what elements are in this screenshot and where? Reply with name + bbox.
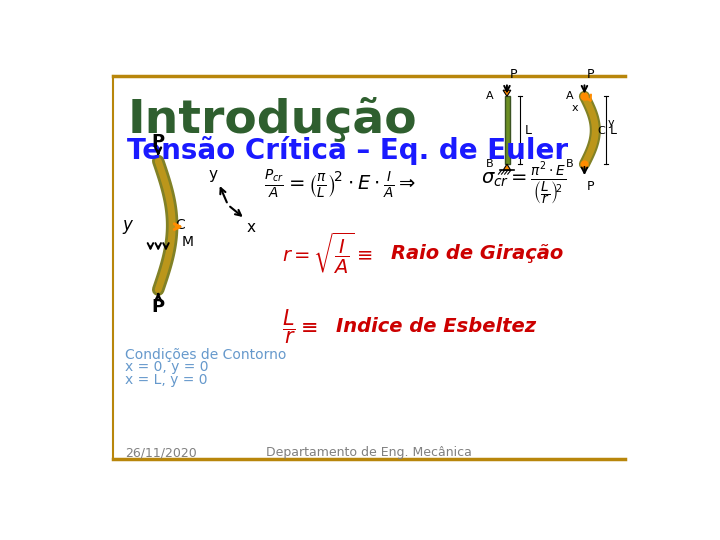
- Text: P: P: [509, 68, 517, 81]
- Text: Indice de Esbeltez: Indice de Esbeltez: [336, 317, 536, 336]
- Text: P: P: [152, 298, 165, 316]
- FancyBboxPatch shape: [505, 96, 510, 164]
- Text: Departamento de Eng. Mecânica: Departamento de Eng. Mecânica: [266, 447, 472, 460]
- Text: B: B: [566, 159, 574, 169]
- Text: x = 0, y = 0: x = 0, y = 0: [125, 361, 208, 374]
- Text: Tensão Crítica – Eq. de Euler: Tensão Crítica – Eq. de Euler: [127, 136, 568, 165]
- Text: x: x: [246, 220, 256, 235]
- Polygon shape: [503, 90, 510, 96]
- Text: Introdução: Introdução: [127, 98, 417, 143]
- Text: Raio de Giração: Raio de Giração: [391, 244, 563, 263]
- Text: $\sigma_{cr} = \frac{\pi^2 \cdot E}{\left(\dfrac{L}{r}\right)^{\!2}}$: $\sigma_{cr} = \frac{\pi^2 \cdot E}{\lef…: [482, 160, 567, 208]
- Text: C: C: [175, 218, 185, 232]
- Text: L: L: [610, 124, 617, 137]
- Text: P: P: [587, 179, 594, 193]
- Text: A: A: [566, 91, 574, 102]
- Text: C: C: [598, 126, 606, 136]
- Text: y: y: [208, 167, 217, 182]
- Text: A: A: [486, 91, 494, 102]
- Text: x: x: [572, 103, 578, 113]
- Text: B: B: [486, 159, 494, 169]
- Text: 26/11/2020: 26/11/2020: [125, 447, 197, 460]
- Text: y: y: [608, 118, 614, 129]
- Text: x = L, y = 0: x = L, y = 0: [125, 373, 207, 387]
- Text: $r = \sqrt{\dfrac{I}{A}} \equiv$: $r = \sqrt{\dfrac{I}{A}} \equiv$: [282, 231, 373, 276]
- Text: P: P: [587, 68, 594, 81]
- Text: $\frac{P_{cr}}{A} = \left(\frac{\pi}{L}\right)^{\!2} \cdot E \cdot \frac{I}{A} \: $\frac{P_{cr}}{A} = \left(\frac{\pi}{L}\…: [264, 168, 416, 200]
- Polygon shape: [503, 164, 510, 170]
- Text: M: M: [181, 235, 194, 249]
- Text: Condições de Contorno: Condições de Contorno: [125, 348, 287, 362]
- Text: L: L: [525, 124, 532, 137]
- Text: y: y: [122, 216, 132, 234]
- Text: $\dfrac{L}{r} \equiv$: $\dfrac{L}{r} \equiv$: [282, 307, 318, 346]
- Text: P: P: [152, 133, 165, 151]
